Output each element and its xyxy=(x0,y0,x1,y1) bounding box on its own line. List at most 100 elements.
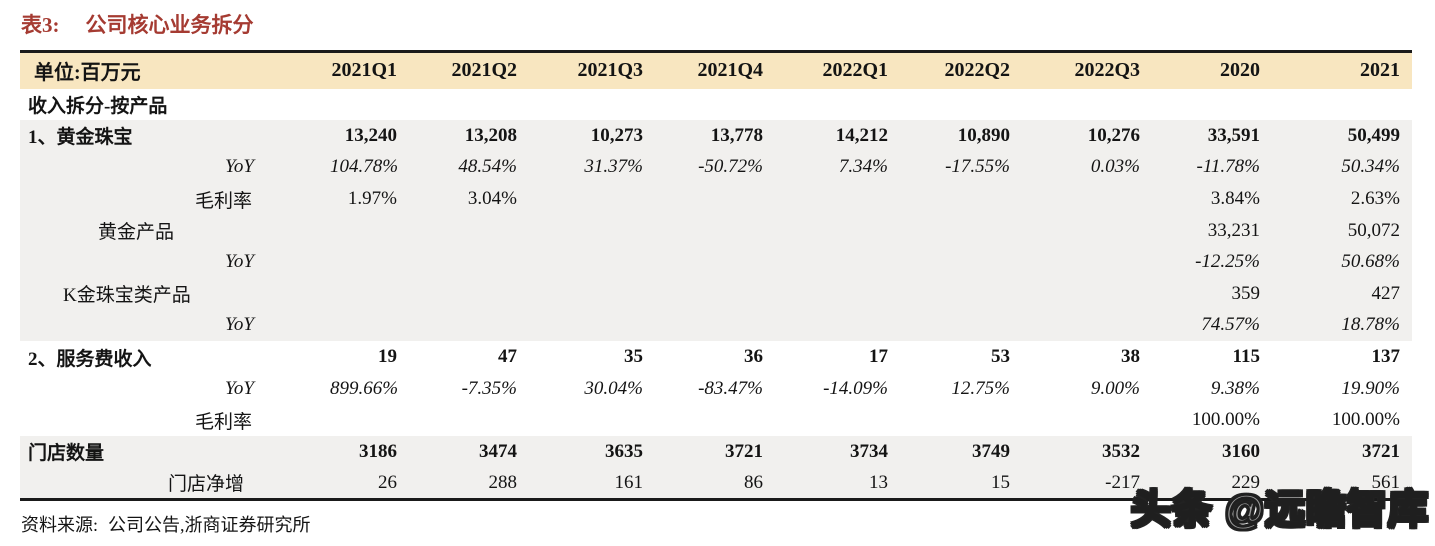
cell-value: -17.55% xyxy=(945,156,1010,178)
cell-value xyxy=(1022,215,1152,247)
cell-value: 161 xyxy=(614,471,644,493)
cell-value xyxy=(900,89,1022,121)
column-header: 2021Q4 xyxy=(655,51,775,89)
row-label: YoY xyxy=(225,377,254,399)
column-header: 2021 xyxy=(1272,51,1412,89)
cell-value xyxy=(655,89,775,121)
cell-value xyxy=(655,215,775,247)
cell-value xyxy=(529,89,655,121)
cell-value: 30.04% xyxy=(584,377,643,399)
cell-value xyxy=(409,89,529,121)
table-row: 1、黄金珠宝 13,240 13,208 10,273 13,778 14,212 10,8… xyxy=(20,120,1412,152)
cell-value xyxy=(655,278,775,310)
row-label: 2、服务费收入 xyxy=(28,348,152,370)
column-header: 2021Q1 xyxy=(330,51,409,89)
cell-value xyxy=(1272,89,1412,121)
cell-value: 3721 xyxy=(725,440,763,462)
cell-value: 36 xyxy=(744,346,763,368)
cell-value: 13,208 xyxy=(464,124,517,146)
cell-value: 19.90% xyxy=(1341,377,1400,399)
cell-value: 137 xyxy=(1371,346,1401,368)
cell-value: 10,890 xyxy=(957,124,1010,146)
cell-value: 86 xyxy=(744,471,763,493)
table-row: YoY 899.66% -7.35% 30.04% -83.47% -14.09% 12.7… xyxy=(20,373,1412,405)
table-row: K金珠宝类产品 359 427 xyxy=(20,278,1412,310)
cell-value xyxy=(900,215,1022,247)
table-title-text: 公司核心业务拆分 xyxy=(85,13,254,37)
table-row: YoY 104.78% 48.54% 31.37% -50.72% 7.34% -17.55… xyxy=(20,151,1412,184)
cell-value: 3186 xyxy=(359,440,397,462)
cell-value xyxy=(529,310,655,342)
row-label: 1、黄金珠宝 xyxy=(28,127,133,149)
cell-value: 3160 xyxy=(1222,440,1260,462)
cell-value: 10,276 xyxy=(1087,124,1140,146)
table-row: YoY -12.25% 50.68% xyxy=(20,246,1412,279)
cell-value xyxy=(775,404,900,436)
cell-value: 9.00% xyxy=(1090,377,1140,399)
row-label: YoY xyxy=(225,314,254,336)
column-header: 2022Q1 xyxy=(775,51,900,89)
cell-value: 1.97% xyxy=(347,188,397,210)
row-label: 门店净增 xyxy=(168,474,245,496)
cell-value: 427 xyxy=(1371,282,1401,304)
cell-value xyxy=(529,215,655,247)
cell-value xyxy=(330,404,409,436)
cell-value xyxy=(775,89,900,121)
cell-value xyxy=(900,278,1022,310)
cell-value: 288 xyxy=(488,471,518,493)
cell-value: 10,273 xyxy=(590,124,643,146)
row-label: 毛利率 xyxy=(195,190,253,212)
cell-value xyxy=(900,310,1022,342)
cell-value: 38 xyxy=(1121,346,1140,368)
cell-value: 47 xyxy=(498,346,517,368)
cell-value: 50.68% xyxy=(1341,251,1400,273)
table-row: 收入拆分-按产品 xyxy=(20,89,1412,121)
column-header: 2021Q2 xyxy=(409,51,529,89)
cell-value xyxy=(330,278,409,310)
cell-value xyxy=(655,246,775,278)
column-header: 2020 xyxy=(1152,51,1272,89)
cell-value: 9.38% xyxy=(1210,377,1260,399)
cell-value xyxy=(775,278,900,310)
cell-value xyxy=(1152,89,1272,121)
cell-value: 100.00% xyxy=(1191,409,1260,431)
cell-value: -50.72% xyxy=(698,156,763,178)
source-note: 资料来源: 公司公告,浙商证券研究所 xyxy=(21,511,311,537)
cell-value: 0.03% xyxy=(1090,156,1140,178)
cell-value: 3.84% xyxy=(1210,188,1260,210)
cell-value: 3474 xyxy=(479,440,517,462)
cell-value: 50,072 xyxy=(1347,219,1400,241)
cell-value: 19 xyxy=(378,346,397,368)
cell-value xyxy=(529,183,655,215)
cell-value: 26 xyxy=(378,471,397,493)
cell-value xyxy=(529,404,655,436)
cell-value: 2.63% xyxy=(1350,188,1400,210)
table-row: YoY 74.57% 18.78% xyxy=(20,309,1412,342)
table-row: 2、服务费收入 19 47 35 36 17 53 38 115 137 xyxy=(20,341,1412,373)
cell-value: 33,591 xyxy=(1207,124,1260,146)
cell-value: 53 xyxy=(991,346,1010,368)
cell-value: 899.66% xyxy=(330,377,399,399)
cell-value: 17 xyxy=(869,346,888,368)
cell-value xyxy=(655,183,775,215)
source-label: 资料来源: xyxy=(21,515,99,535)
cell-value: -11.78% xyxy=(1196,156,1261,178)
row-label: 毛利率 xyxy=(195,411,253,433)
cell-value: 3635 xyxy=(605,440,643,462)
table-header-row: 单位:百万元 2021Q1 2021Q2 2021Q3 2021Q4 2022Q1 202… xyxy=(20,51,1412,89)
source-text: 公司公告,浙商证券研究所 xyxy=(108,515,311,535)
cell-value xyxy=(900,183,1022,215)
cell-value: 35 xyxy=(624,346,643,368)
table-row: 黄金产品 33,231 50,072 xyxy=(20,214,1412,247)
unit-header-cell: 单位:百万元 xyxy=(20,51,330,89)
watermark-toutiao-yuanzhan: 头条 @远瞻智库 xyxy=(1130,487,1429,533)
cell-value xyxy=(775,246,900,278)
cell-value: 31.37% xyxy=(584,156,643,178)
cell-value: -14.09% xyxy=(823,377,888,399)
row-label: 收入拆分-按产品 xyxy=(28,95,168,117)
table-row: 毛利率 100.00% 100.00% xyxy=(20,404,1412,436)
cell-value: -12.25% xyxy=(1195,251,1260,273)
core-business-table: 单位:百万元 2021Q1 2021Q2 2021Q3 2021Q4 2022Q1 202… xyxy=(20,50,1412,501)
row-label: 黄金产品 xyxy=(98,222,175,244)
table-row: 门店数量 3186 3474 3635 3721 3734 3749 3532 3160 3721 xyxy=(20,436,1412,468)
